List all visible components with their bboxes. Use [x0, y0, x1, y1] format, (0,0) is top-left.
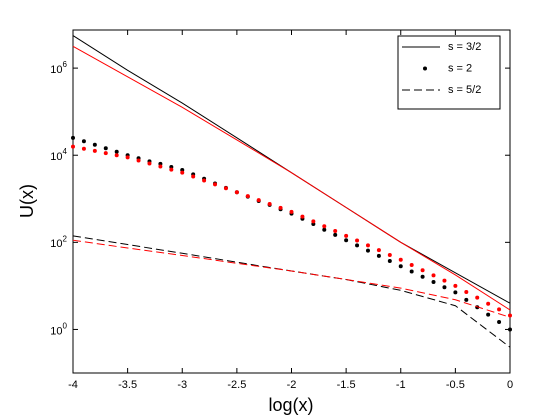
data-point	[398, 264, 403, 269]
data-point	[508, 327, 512, 332]
data-point	[114, 153, 119, 158]
data-point	[180, 170, 185, 175]
data-point	[486, 301, 491, 306]
data-point	[147, 161, 152, 166]
data-point	[213, 182, 218, 187]
legend-label: s = 5/2	[448, 84, 481, 96]
data-point	[289, 209, 294, 214]
data-point	[355, 243, 360, 248]
x-tick-label: -2	[287, 379, 297, 391]
x-tick-label: 0	[507, 379, 513, 391]
data-point	[322, 224, 327, 229]
data-point	[409, 269, 414, 274]
data-point	[442, 285, 447, 290]
data-point	[169, 167, 174, 172]
x-tick-label: -2.5	[227, 379, 246, 391]
data-point	[431, 279, 436, 284]
data-point	[398, 257, 403, 262]
data-point	[234, 190, 239, 195]
legend-label: s = 2	[448, 62, 472, 74]
data-point	[103, 146, 108, 151]
data-point	[223, 186, 228, 191]
data-point	[387, 259, 392, 264]
series-line	[72, 239, 511, 318]
data-point	[322, 227, 327, 232]
data-point	[442, 278, 447, 283]
x-tick-label: -1.5	[337, 379, 356, 391]
data-point	[475, 295, 480, 300]
data-point	[92, 148, 97, 153]
x-tick-label: -3.5	[118, 379, 137, 391]
data-point	[464, 297, 469, 302]
data-point	[114, 149, 119, 154]
y-axis-label: U(x)	[17, 184, 37, 218]
data-point	[365, 243, 370, 248]
data-point	[202, 178, 207, 183]
data-point	[103, 151, 108, 156]
data-point	[267, 201, 272, 206]
data-point	[136, 158, 141, 163]
data-point	[464, 289, 469, 294]
data-point	[191, 174, 196, 179]
data-point	[300, 214, 305, 219]
data-point	[71, 135, 75, 140]
data-point	[92, 142, 97, 147]
x-tick-label: -3	[177, 379, 187, 391]
data-point	[355, 238, 360, 243]
x-tick-label: -1	[396, 379, 406, 391]
data-point	[420, 268, 425, 273]
legend-label: s = 3/2	[448, 41, 481, 53]
data-point	[333, 229, 338, 234]
data-point	[409, 262, 414, 267]
x-tick-label: -4	[68, 379, 78, 391]
data-point	[365, 248, 370, 253]
data-point	[81, 139, 86, 144]
data-point	[453, 283, 458, 288]
data-point	[245, 194, 250, 199]
data-point	[486, 312, 491, 317]
data-point	[311, 219, 316, 224]
data-point	[387, 252, 392, 257]
data-point	[344, 238, 349, 243]
series-line	[72, 45, 511, 311]
data-point	[344, 233, 349, 238]
data-point	[256, 198, 261, 203]
legend-marker	[423, 66, 427, 71]
data-point	[431, 273, 436, 278]
x-tick-label: -0.5	[446, 379, 465, 391]
data-point	[497, 320, 502, 325]
data-point	[158, 164, 163, 169]
data-point	[81, 146, 86, 151]
legend-box	[397, 35, 501, 110]
data-point	[508, 313, 512, 318]
data-point	[376, 253, 381, 258]
data-point	[497, 307, 502, 312]
data-point	[333, 232, 338, 237]
data-point	[125, 155, 130, 160]
x-axis-label: log(x)	[268, 395, 313, 415]
data-point	[278, 205, 283, 210]
data-point	[376, 248, 381, 253]
data-point	[71, 144, 75, 149]
data-point	[453, 290, 458, 295]
data-point	[420, 274, 425, 279]
